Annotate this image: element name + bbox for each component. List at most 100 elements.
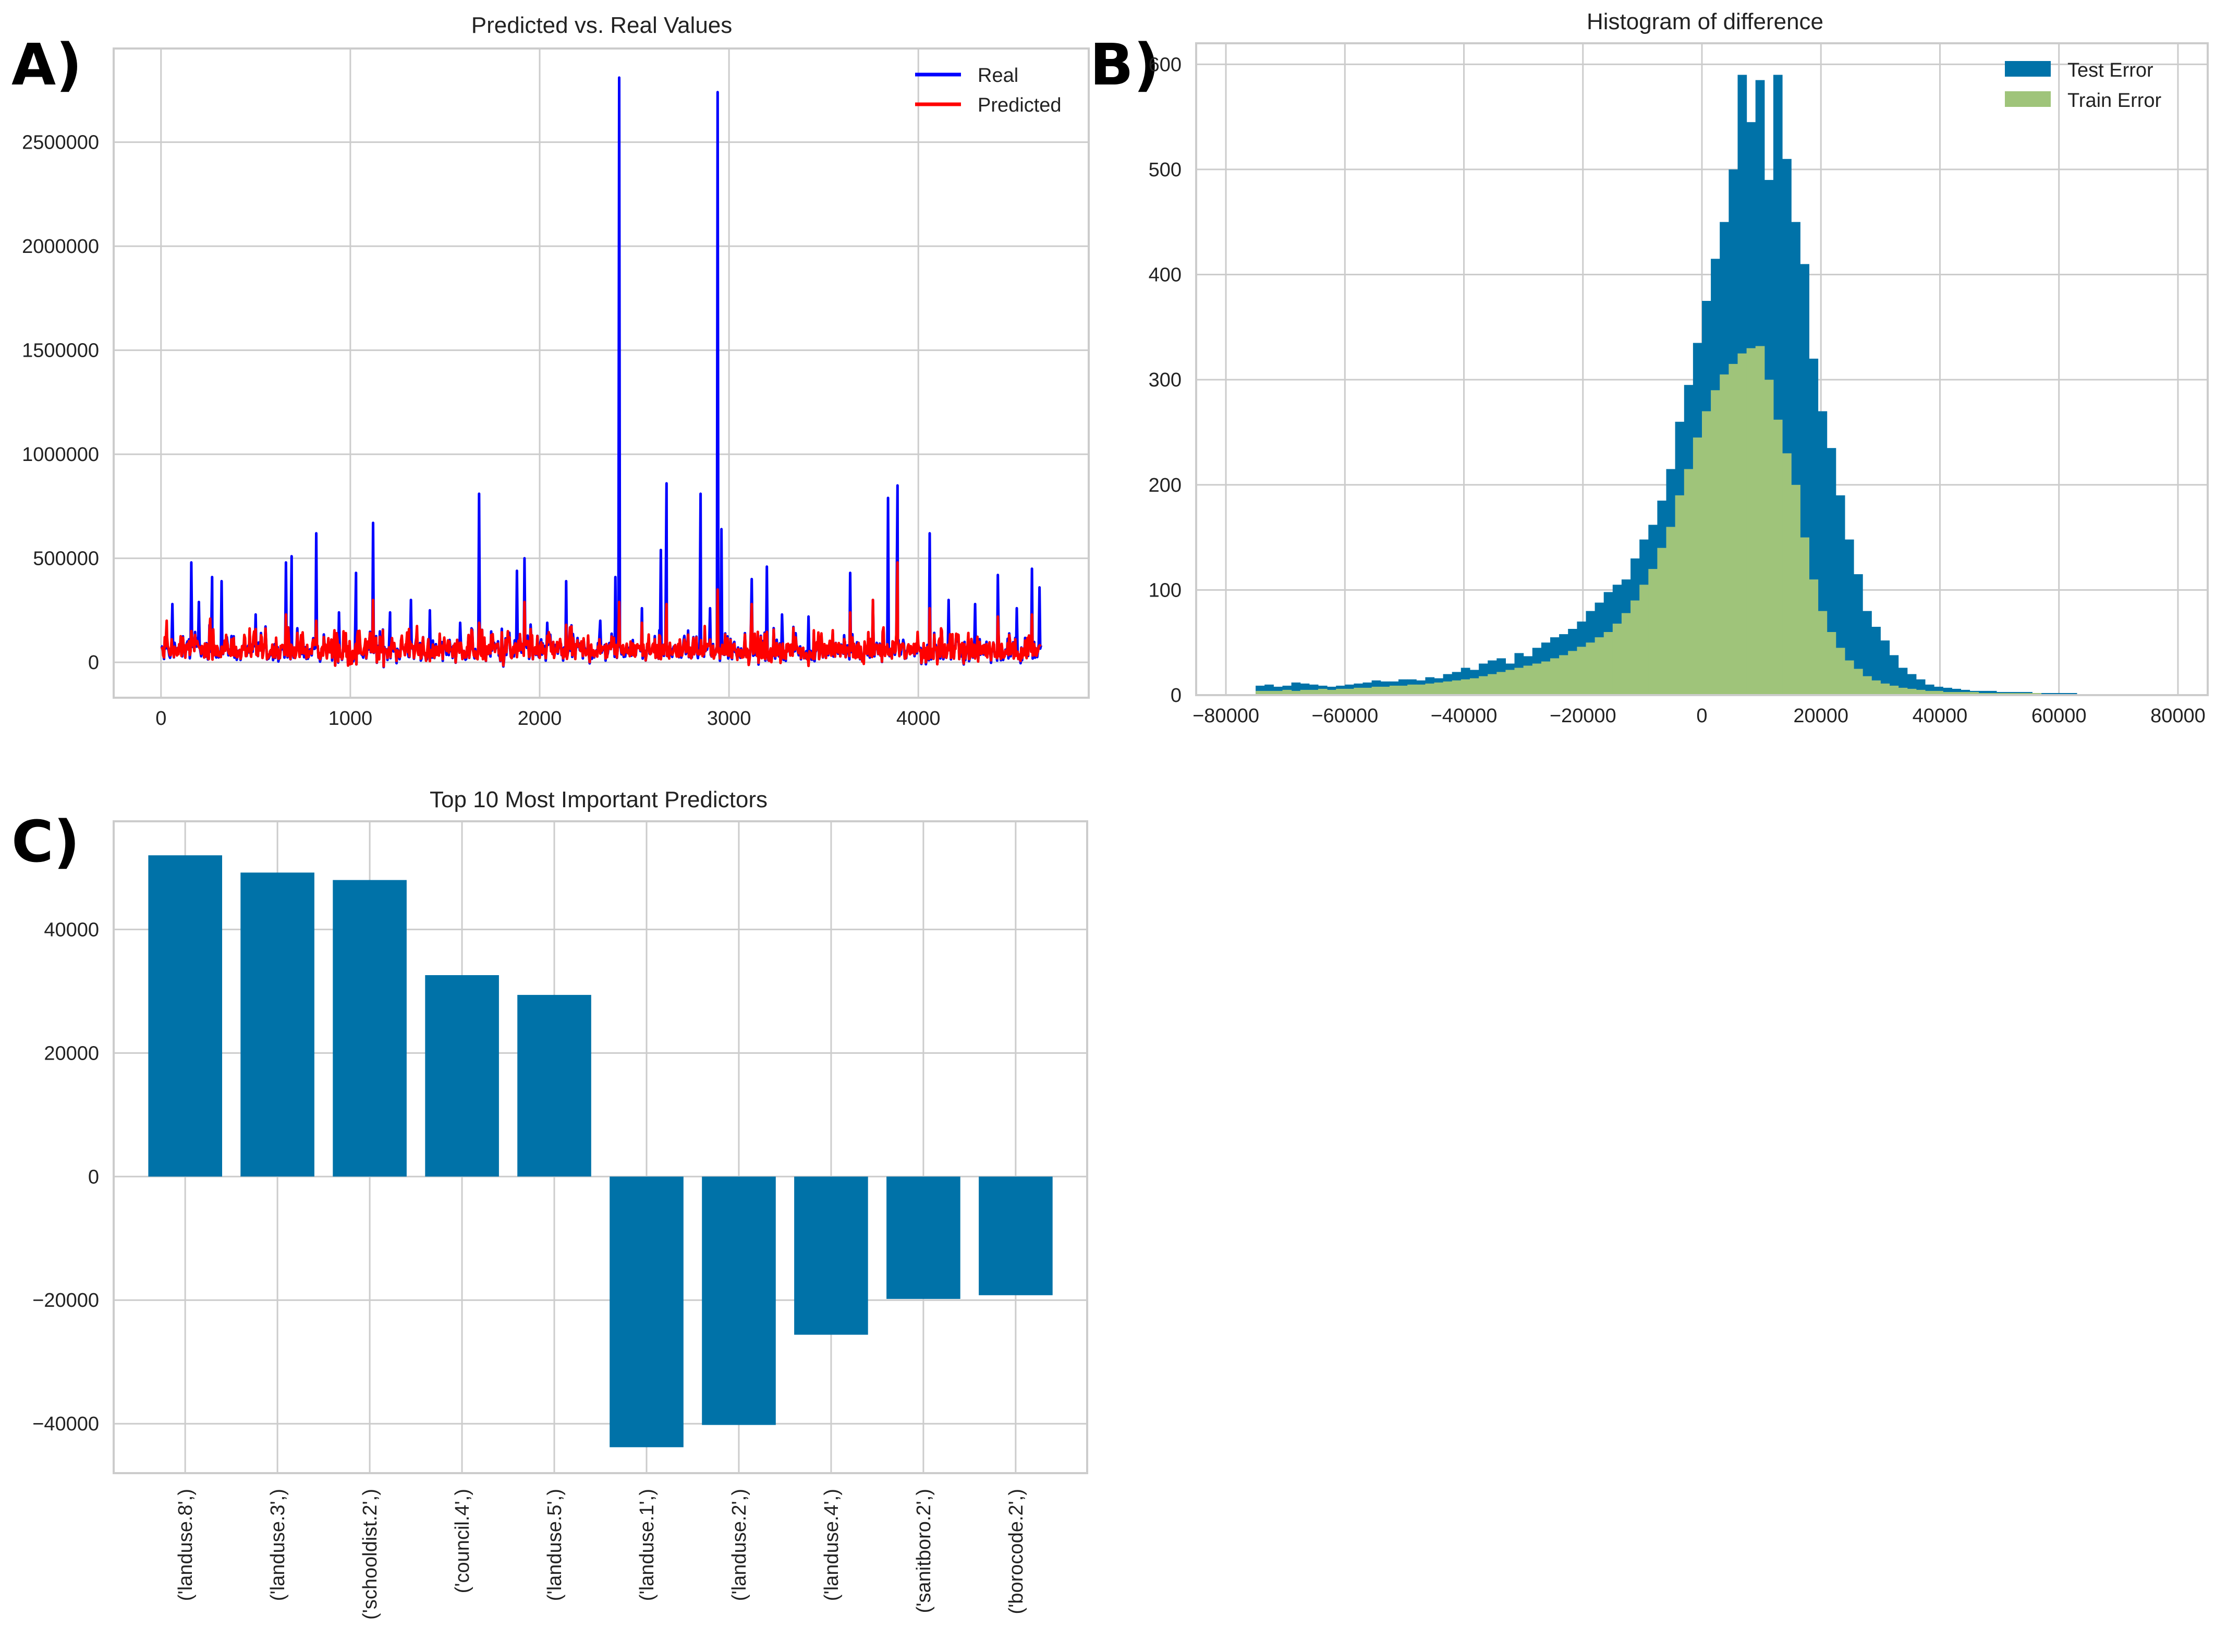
x-tick-label: ('landuse.8',) [175, 1489, 197, 1601]
x-tick-label: −40000 [1431, 705, 1498, 727]
hist-bar-train-error [1389, 685, 1399, 695]
hist-bar-train-error [1264, 690, 1274, 695]
hist-bar-train-error [1505, 670, 1515, 695]
y-tick-label: 1500000 [22, 340, 99, 362]
hist-bar-test-error [1835, 495, 1845, 695]
hist-bar-test-error [1844, 539, 1854, 695]
panel-c-ticks: −40000 −20000 0 20000 40000 ('landuse.8',) ('l… [32, 919, 1027, 1620]
x-tick-label: −60000 [1311, 705, 1378, 727]
hist-bar-train-error [1934, 690, 1943, 695]
hist-bar-train-error [1666, 527, 1676, 695]
hist-bar-train-error [1925, 690, 1934, 695]
x-tick-label: ('landuse.2',) [728, 1489, 750, 1601]
x-tick-label: 3000 [707, 708, 751, 730]
y-tick-label: 600 [1149, 54, 1182, 76]
panel-c-letter: C) [11, 808, 80, 875]
hist-bar-train-error [1809, 579, 1819, 695]
y-tick-label: 300 [1149, 369, 1182, 391]
hist-bar-train-error [1541, 661, 1551, 695]
hist-bar-train-error [1568, 651, 1577, 695]
hist-bar-train-error [1863, 676, 1872, 695]
hist-bar-train-error [1720, 374, 1729, 695]
y-tick-label: 0 [88, 1166, 99, 1188]
hist-bar-test-error [1854, 574, 1863, 695]
x-tick-label: ('borocode.2',) [1005, 1489, 1027, 1614]
panel-c: C) Top 10 Most Important Predictors −400… [11, 787, 1088, 1620]
hist-bar-train-error [1488, 674, 1497, 695]
hist-bar-train-error [1434, 682, 1444, 695]
panel-c-frame [113, 820, 1088, 1474]
x-tick-label: 2000 [518, 708, 562, 730]
y-tick-label: 1000000 [22, 444, 99, 466]
x-tick-label: ('schooldist.2',) [359, 1489, 381, 1620]
panel-b-plot-area [1256, 75, 2149, 696]
hist-bar-train-error [1818, 611, 1828, 695]
series-line-real [160, 76, 1042, 669]
y-tick-label: 400 [1149, 264, 1182, 286]
hist-bar-train-error [1755, 346, 1765, 695]
hist-bar-train-error [1273, 690, 1283, 695]
hist-bar-train-error [1603, 632, 1613, 695]
y-tick-label: 500000 [33, 548, 99, 570]
hist-bar-train-error [1773, 419, 1783, 695]
hist-bar-train-error [1746, 348, 1756, 695]
hist-bar-train-error [1577, 647, 1587, 695]
hist-bar-train-error [1844, 660, 1854, 695]
panel-c-title: Top 10 Most Important Predictors [430, 787, 768, 812]
panel-a-grid [114, 48, 1089, 698]
panel-b-ticks: −80000 −60000 −40000 −20000 0 20000 40000 60000… [1149, 54, 2206, 727]
hist-bar-train-error [1791, 484, 1800, 695]
bar-0 [148, 855, 222, 1177]
hist-bar-train-error [1407, 684, 1417, 695]
hist-bar-train-error [1380, 686, 1390, 695]
hist-bar-train-error [1318, 688, 1328, 695]
y-tick-label: 200 [1149, 475, 1182, 496]
hist-bar-train-error [1559, 655, 1568, 695]
y-tick-label: 40000 [44, 919, 99, 941]
y-tick-label: 500 [1149, 159, 1182, 181]
bar-5 [610, 1176, 684, 1448]
hist-bar-train-error [1496, 672, 1506, 695]
hist-bar-train-error [1479, 676, 1488, 695]
hist-bar-train-error [1621, 613, 1631, 695]
hist-bar-train-error [1469, 678, 1479, 695]
hist-bar-train-error [1889, 685, 1899, 695]
x-tick-label: 4000 [896, 708, 941, 730]
x-tick-label: 80000 [2150, 705, 2206, 727]
y-tick-label: 20000 [44, 1042, 99, 1064]
x-tick-label: 40000 [1913, 705, 1968, 727]
bar-1 [240, 872, 314, 1177]
x-tick-label: 0 [155, 708, 166, 730]
hist-bar-train-error [1827, 632, 1836, 695]
hist-bar-train-error [1952, 692, 1961, 695]
bar-2 [333, 880, 407, 1177]
x-tick-label: −20000 [1550, 705, 1616, 727]
hist-bar-train-error [1371, 686, 1381, 695]
legend-predicted-label: Predicted [978, 94, 1062, 116]
hist-bar-train-error [1461, 679, 1470, 695]
hist-bar-train-error [1907, 688, 1917, 695]
y-tick-label: 2000000 [22, 236, 99, 258]
hist-bar-train-error [1675, 495, 1685, 695]
hist-bar-train-error [1800, 537, 1809, 695]
panel-b-legend: Test Error Train Error [2005, 59, 2162, 112]
hist-bar-train-error [1880, 683, 1890, 695]
bar-9 [979, 1176, 1053, 1295]
x-tick-label: 1000 [328, 708, 373, 730]
hist-bar-train-error [1398, 685, 1408, 695]
hist-bar-train-error [1362, 687, 1372, 695]
x-tick-label: ('sanitboro.2',) [913, 1489, 935, 1613]
panel-a-letter: A) [11, 31, 82, 98]
hist-bar-train-error [1693, 438, 1702, 695]
y-tick-label: 0 [88, 652, 99, 674]
hist-bar-train-error [1282, 689, 1292, 695]
bar-7 [794, 1176, 868, 1335]
x-tick-label: ('landuse.3',) [267, 1489, 289, 1601]
hist-bar-train-error [1291, 690, 1301, 695]
series-line-predicted [160, 561, 1042, 668]
hist-bar-train-error [1916, 689, 1926, 695]
hist-bar-train-error [1898, 687, 1908, 695]
hist-bar-train-error [1327, 689, 1336, 695]
hist-bar-train-error [1871, 680, 1881, 695]
hist-bar-train-error [1256, 690, 1265, 695]
